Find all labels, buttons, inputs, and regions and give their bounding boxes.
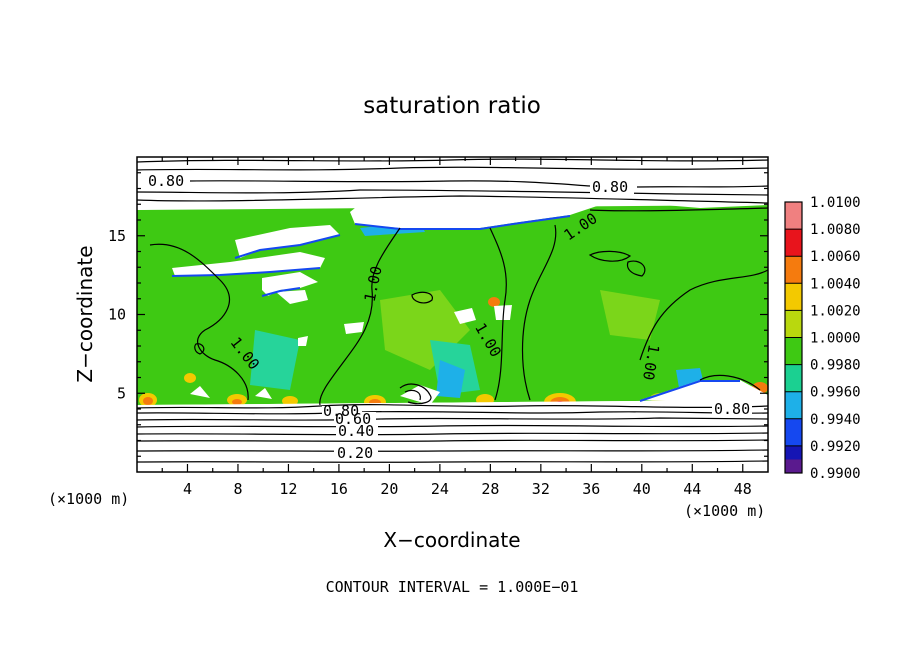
x-tick-label: 44 xyxy=(683,480,701,498)
contour-label: 0.40 xyxy=(338,422,374,440)
y-tick-label: 5 xyxy=(117,384,126,402)
colorbar-swatch xyxy=(785,283,802,311)
x-tick-label: 32 xyxy=(532,480,550,498)
colorbar-swatch xyxy=(785,229,802,257)
colorbar-level-label: 1.0080 xyxy=(810,222,861,238)
colorbar-level-label: 1.0040 xyxy=(810,276,861,292)
x-tick-labels: 4 8 12 16 20 24 28 32 36 40 44 48 xyxy=(183,480,752,498)
colorbar-level-label: 0.9960 xyxy=(810,385,861,401)
colorbar-level-label: 0.9920 xyxy=(810,439,861,455)
contour-label: 0.80 xyxy=(148,172,184,190)
colorbar-level-label: 1.0000 xyxy=(810,331,861,347)
cloud-edge-fringes xyxy=(171,215,740,402)
x-axis-label: X−coordinate xyxy=(383,528,520,552)
x-tick-label: 8 xyxy=(233,480,242,498)
y-tick-label: 15 xyxy=(108,227,126,245)
contour-label: 0.20 xyxy=(337,444,373,462)
colorbar-swatch xyxy=(785,310,802,338)
x-tick-label: 24 xyxy=(431,480,449,498)
y-tick-labels: 5 10 15 xyxy=(108,227,126,403)
x-tick-label: 48 xyxy=(734,480,752,498)
axis-ticks xyxy=(137,157,768,472)
x-tick-label: 28 xyxy=(481,480,499,498)
x-tick-label: 16 xyxy=(330,480,348,498)
contour-label: 0.80 xyxy=(592,178,628,196)
field-patch-light xyxy=(600,290,660,340)
contour-label: 0.80 xyxy=(323,402,359,420)
x-tick-label: 36 xyxy=(582,480,600,498)
colorbar-swatch xyxy=(785,337,802,366)
x-tick-label: 40 xyxy=(633,480,651,498)
chart-title: saturation ratio xyxy=(363,93,541,119)
contour-label: 1.00 xyxy=(639,343,663,382)
contour-label: 0.60 xyxy=(335,410,371,428)
colorbar-level-label: 1.0100 xyxy=(810,195,861,211)
plot-area xyxy=(137,157,768,472)
x-unit-right: (×1000 m) xyxy=(684,502,765,520)
x-tick-label: 4 xyxy=(183,480,192,498)
colorbar-swatch xyxy=(785,256,802,284)
colorbar-level-label: 0.9900 xyxy=(810,466,861,482)
colorbar-swatch xyxy=(785,202,802,230)
contour-label: 0.80 xyxy=(714,400,750,418)
contour-label-backgrounds xyxy=(146,173,752,460)
colorbar: 1.0100 1.0080 1.0060 1.0040 1.0020 1.0000 0.99… xyxy=(784,195,861,482)
colorbar-level-label: 1.0060 xyxy=(810,249,861,265)
colorbar-swatch xyxy=(785,364,802,393)
colorbar-level-label: 0.9940 xyxy=(810,412,861,428)
contour-interval-footer: CONTOUR INTERVAL = 1.000E−01 xyxy=(326,578,579,596)
colorbar-swatch xyxy=(785,459,802,473)
x-tick-label: 12 xyxy=(279,480,297,498)
y-axis-label: Z−coordinate xyxy=(73,245,97,382)
x-tick-label: 20 xyxy=(380,480,398,498)
x-unit-left: (×1000 m) xyxy=(48,490,129,508)
contour-lines xyxy=(137,158,768,463)
field-patch-cyan xyxy=(250,330,300,390)
colorbar-level-label: 0.9980 xyxy=(810,358,861,374)
colorbar-level-label: 1.0020 xyxy=(810,303,861,319)
colorbar-swatch xyxy=(785,391,802,420)
colorbar-swatch xyxy=(785,418,802,447)
y-tick-label: 10 xyxy=(108,306,126,324)
field-patch-blue xyxy=(436,360,465,398)
